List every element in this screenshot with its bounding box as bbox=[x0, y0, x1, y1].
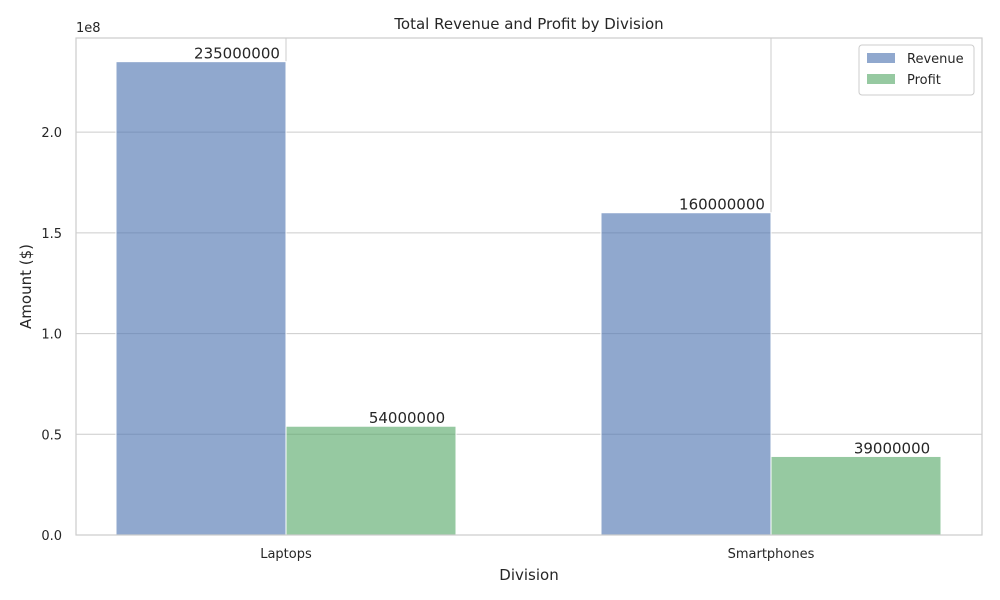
data-labels: 235000000 160000000 54000000 39000000 bbox=[194, 45, 930, 458]
chart-title: Total Revenue and Profit by Division bbox=[393, 15, 663, 33]
data-label: 235000000 bbox=[194, 45, 280, 63]
legend-swatch-revenue bbox=[867, 53, 895, 63]
x-tick-label: Smartphones bbox=[728, 547, 815, 562]
plot-area-frame bbox=[75, 37, 983, 536]
bar-profit-laptops bbox=[285, 425, 457, 536]
y-tick-label: 1.0 bbox=[41, 328, 62, 343]
x-axis-ticks: Laptops Smartphones bbox=[260, 547, 814, 562]
data-label: 160000000 bbox=[679, 196, 765, 214]
y-tick-label: 0.5 bbox=[41, 428, 62, 443]
legend: Revenue Profit bbox=[858, 44, 975, 96]
y-tick-label: 0.0 bbox=[41, 529, 62, 544]
bar-revenue-smartphones bbox=[600, 212, 772, 536]
y-tick-label: 2.0 bbox=[41, 126, 62, 141]
legend-label-profit: Profit bbox=[907, 73, 941, 88]
x-axis-label: Division bbox=[499, 566, 558, 584]
x-tick-label: Laptops bbox=[260, 547, 312, 562]
y-axis-ticks: 0.0 0.5 1.0 1.5 2.0 bbox=[41, 126, 62, 544]
bar-revenue-laptops bbox=[115, 61, 287, 536]
y-axis-offset-text: 1e8 bbox=[76, 21, 101, 36]
y-axis-label: Amount ($) bbox=[17, 244, 35, 329]
data-label: 54000000 bbox=[369, 409, 445, 427]
legend-label-revenue: Revenue bbox=[907, 52, 964, 67]
bars bbox=[115, 61, 942, 536]
y-tick-label: 1.5 bbox=[41, 227, 62, 242]
bar-profit-smartphones bbox=[770, 455, 942, 536]
legend-swatch-profit bbox=[867, 74, 895, 84]
data-label: 39000000 bbox=[854, 439, 930, 457]
